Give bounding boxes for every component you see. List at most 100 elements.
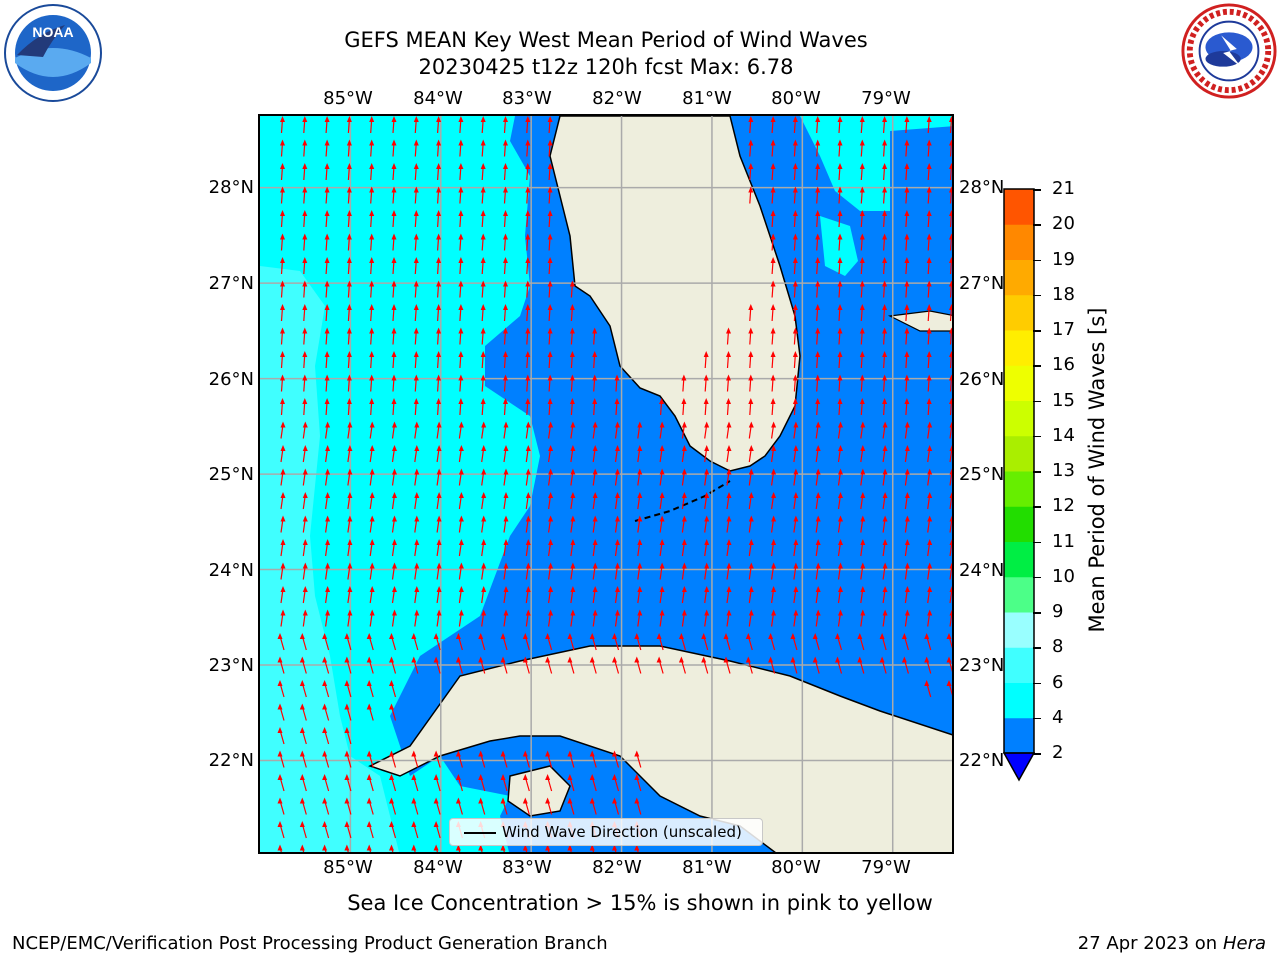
wind-wave-arrow-head [458, 562, 464, 569]
wind-wave-arrow-head [567, 656, 573, 663]
wind-wave-arrow-head [949, 116, 952, 122]
wind-wave-arrow-head [392, 586, 397, 592]
wind-wave-arrow-head [369, 163, 375, 169]
wind-wave-arrow-head [455, 844, 461, 851]
wind-wave-arrow-head [346, 210, 352, 216]
wind-wave-arrow-head [837, 304, 843, 310]
wind-wave-arrow-head [812, 633, 818, 639]
wind-wave-arrow-head [792, 210, 798, 216]
colorbar-segment [1004, 400, 1034, 437]
wind-wave-arrow-head [522, 750, 528, 757]
wind-wave-arrow-head [369, 562, 375, 569]
colorbar-tick-mark [1033, 506, 1041, 508]
wind-wave-arrow-head [637, 539, 643, 545]
wind-wave-arrow-head [835, 633, 840, 639]
wind-wave-arrow-head [926, 233, 932, 240]
wind-wave-arrow-head [592, 468, 598, 475]
wind-wave-arrow-head [771, 609, 777, 616]
wind-wave-arrow-head [837, 139, 843, 146]
wind-wave-arrow-head [904, 327, 910, 334]
wind-wave-arrow-head [612, 774, 617, 780]
wind-wave-arrow-head [369, 327, 375, 334]
lon-tick-bottom: 84°W [413, 857, 463, 878]
wind-wave-arrow-head [615, 539, 620, 545]
nws-logo-icon [1181, 3, 1277, 99]
wind-wave-arrow-head [859, 398, 865, 404]
wind-wave-arrow-head [838, 468, 843, 475]
wind-wave-arrow-head [770, 116, 776, 122]
wind-wave-arrow-head [793, 609, 799, 616]
wind-wave-arrow-head [726, 398, 731, 404]
wind-wave-arrow-head [837, 374, 843, 381]
wind-wave-arrow-head [322, 656, 328, 663]
wind-wave-arrow-head [835, 656, 840, 663]
wind-wave-arrow-head [346, 280, 352, 287]
wind-wave-arrow-head [901, 633, 907, 639]
colorbar-segment [1004, 647, 1034, 683]
wind-wave-arrow-head [503, 116, 508, 122]
wind-wave-arrow-head [413, 210, 419, 216]
wind-wave-arrow-head [503, 421, 509, 428]
wind-wave-arrow-head [500, 797, 506, 804]
wind-wave-arrow-head [324, 210, 330, 216]
wind-wave-arrow-head [413, 139, 419, 146]
wind-wave-arrow-head [859, 186, 865, 193]
wind-wave-arrow-head [545, 774, 551, 780]
wind-wave-arrow-head [322, 750, 328, 757]
wind-wave-arrow-head [280, 163, 285, 169]
wind-wave-arrow-head [748, 445, 754, 451]
wind-wave-arrow-head [637, 492, 643, 498]
wind-wave-arrow-head [771, 539, 777, 545]
wind-wave-arrow-head [569, 351, 575, 357]
colorbar-tick: 21 [1052, 178, 1075, 199]
wind-wave-arrow-head [592, 539, 598, 545]
wind-wave-arrow-head [411, 797, 417, 804]
wind-wave-arrow-head [570, 445, 576, 451]
wind-wave-arrow-head [411, 633, 417, 639]
wind-wave-arrow-head [547, 351, 553, 357]
wind-wave-arrow-head [882, 515, 888, 522]
wind-wave-arrow-head [525, 233, 531, 240]
wind-wave-arrow-head [347, 492, 353, 498]
wind-wave-arrow-head [838, 586, 843, 592]
wind-wave-arrow-head [837, 327, 843, 334]
wind-wave-arrow-head [569, 398, 575, 404]
wind-wave-arrow-head [681, 539, 687, 545]
wind-wave-arrow-head [525, 445, 531, 451]
wind-wave-arrow-head [837, 351, 843, 357]
wind-wave-arrow-head [882, 257, 888, 263]
wind-wave-arrow-head [681, 468, 687, 475]
wind-wave-arrow-head [949, 351, 952, 357]
wind-wave-arrow-head [815, 515, 821, 522]
wind-wave-arrow-head [547, 116, 553, 122]
wind-wave-arrow-head [280, 351, 285, 357]
wind-wave-arrow-head [589, 633, 595, 639]
map-legend: Wind Wave Direction (unscaled) [449, 818, 763, 846]
wind-wave-arrow-head [793, 562, 799, 569]
wind-wave-arrow-head [659, 468, 665, 475]
colorbar-tick: 13 [1052, 460, 1075, 481]
wind-wave-arrow-head [369, 586, 375, 592]
wind-wave-arrow-head [302, 445, 308, 451]
wind-wave-arrow-head [701, 656, 707, 663]
wind-wave-arrow-head [346, 374, 352, 381]
wind-wave-arrow-head [478, 656, 484, 663]
wind-wave-arrow-head [500, 656, 506, 663]
wind-wave-arrow-head [455, 750, 461, 757]
wind-wave-arrow-head [299, 844, 305, 851]
wind-wave-arrow-head [302, 562, 308, 569]
lat-tick-right: 27°N [959, 273, 1005, 294]
wind-wave-arrow-head [458, 374, 464, 381]
wind-wave-arrow-head [324, 139, 330, 146]
wind-wave-arrow-head [704, 445, 710, 451]
wind-wave-arrow-head [280, 210, 285, 216]
wind-wave-arrow-head [455, 656, 461, 663]
wind-wave-arrow-head [500, 633, 506, 639]
colorbar-segment [1004, 330, 1034, 366]
wind-wave-arrow-head [815, 327, 821, 334]
map-panel[interactable] [258, 114, 954, 854]
wind-wave-arrow-head [391, 139, 397, 146]
wind-wave-arrow-head [480, 398, 486, 404]
wind-wave-arrow-head [704, 515, 710, 522]
wind-wave-arrow-head [325, 609, 331, 616]
